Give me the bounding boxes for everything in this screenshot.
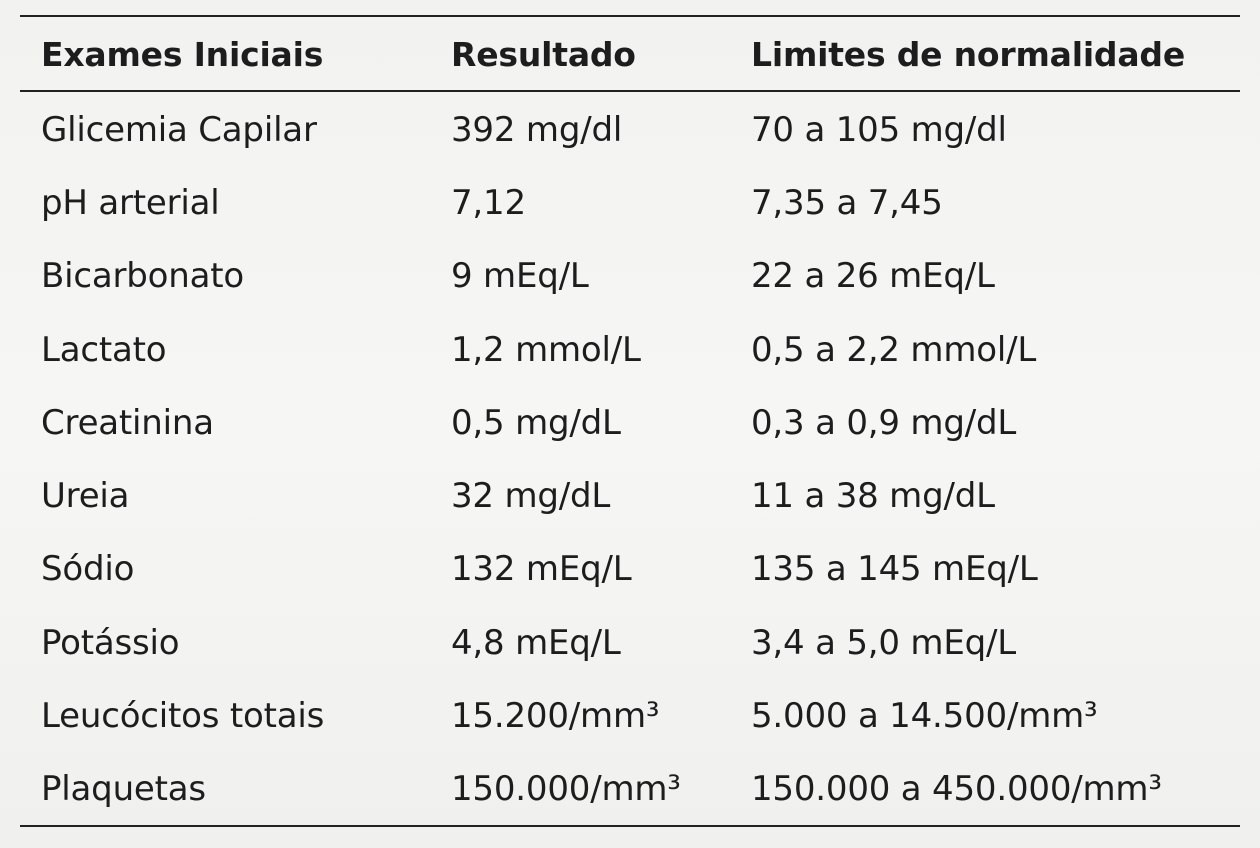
exam-name: Sódio (41, 549, 135, 590)
exam-normal-range: 150.000 a 450.000/mm³ (751, 769, 1162, 810)
exam-name: Lactato (41, 329, 167, 370)
exam-result: 7,12 (451, 182, 526, 223)
exam-normal-range: 7,35 a 7,45 (751, 182, 943, 223)
table-row: Sódio 132 mEq/L 135 a 145 mEq/L (20, 533, 1240, 606)
table-row: Lactato 1,2 mmol/L 0,5 a 2,2 mmol/L (20, 313, 1240, 386)
exam-normal-range: 70 a 105 mg/dl (751, 109, 1007, 150)
table-row: Leucócitos totais 15.200/mm³ 5.000 a 14.… (20, 679, 1240, 752)
table-row: Creatinina 0,5 mg/dL 0,3 a 0,9 mg/dL (20, 386, 1240, 459)
header-normal-limits: Limites de normalidade (751, 34, 1186, 74)
exam-normal-range: 135 a 145 mEq/L (751, 549, 1038, 590)
table-header-row: Exames Iniciais Resultado Limites de nor… (20, 17, 1240, 91)
header-result: Resultado (451, 34, 636, 74)
exam-normal-range: 11 a 38 mg/dL (751, 476, 995, 517)
exam-result: 4,8 mEq/L (451, 622, 621, 663)
exam-name: Plaquetas (41, 769, 206, 810)
table-row: Glicemia Capilar 392 mg/dl 70 a 105 mg/d… (20, 91, 1240, 166)
exam-name: Creatinina (41, 402, 214, 443)
exam-result: 0,5 mg/dL (451, 402, 621, 443)
exam-result: 15.200/mm³ (451, 696, 660, 737)
exam-result: 32 mg/dL (451, 476, 611, 517)
exam-name: Glicemia Capilar (41, 109, 317, 150)
table-row: Plaquetas 150.000/mm³ 150.000 a 450.000/… (20, 753, 1240, 826)
exam-result: 150.000/mm³ (451, 769, 681, 810)
exam-name: Leucócitos totais (41, 696, 325, 737)
exam-result: 392 mg/dl (451, 109, 623, 150)
table-row: Potássio 4,8 mEq/L 3,4 a 5,0 mEq/L (20, 606, 1240, 679)
table-top-rule (20, 15, 1240, 17)
header-exam: Exames Iniciais (41, 34, 324, 74)
exam-normal-range: 0,3 a 0,9 mg/dL (751, 402, 1017, 443)
exam-name: Potássio (41, 622, 180, 663)
exam-name: pH arterial (41, 182, 220, 223)
table-row: pH arterial 7,12 7,35 a 7,45 (20, 166, 1240, 239)
table-header-rule (20, 90, 1240, 92)
table-row: Bicarbonato 9 mEq/L 22 a 26 mEq/L (20, 240, 1240, 313)
exam-normal-range: 22 a 26 mEq/L (751, 256, 995, 297)
exam-result: 132 mEq/L (451, 549, 632, 590)
table-row: Ureia 32 mg/dL 11 a 38 mg/dL (20, 459, 1240, 532)
exam-normal-range: 5.000 a 14.500/mm³ (751, 696, 1098, 737)
exam-result: 9 mEq/L (451, 256, 589, 297)
table-bottom-rule (20, 825, 1240, 827)
lab-results-table: Exames Iniciais Resultado Limites de nor… (20, 17, 1240, 826)
exam-name: Bicarbonato (41, 256, 244, 297)
exam-normal-range: 0,5 a 2,2 mmol/L (751, 329, 1037, 370)
exam-normal-range: 3,4 a 5,0 mEq/L (751, 622, 1016, 663)
exam-result: 1,2 mmol/L (451, 329, 641, 370)
exam-name: Ureia (41, 476, 130, 517)
